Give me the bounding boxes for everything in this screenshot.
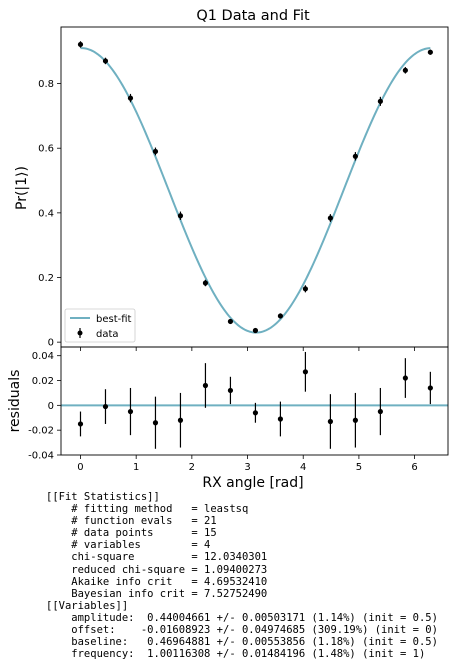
main-y-ticks: 0 0.2 0.4 0.6 0.8 <box>38 79 61 349</box>
residual-point <box>127 408 134 415</box>
residuals-x-tick-label: 5 <box>356 462 362 473</box>
residual-point <box>152 420 159 426</box>
data-point <box>377 98 383 104</box>
residual-point <box>427 385 433 391</box>
data-point <box>327 215 333 221</box>
main-y-tick-label: 0.8 <box>38 79 54 90</box>
legend: best-fit data <box>64 308 136 343</box>
data-point <box>127 95 134 101</box>
residual-point <box>102 403 109 410</box>
residuals-plot-frame <box>60 346 449 456</box>
main-y-tick-label: 0.4 <box>38 208 54 219</box>
legend-best-fit-label: best-fit <box>96 314 132 325</box>
legend-data-swatch-marker <box>77 330 83 336</box>
fit-report: [[Fit Statistics]] # fitting method = le… <box>46 491 438 661</box>
data-point <box>227 318 234 325</box>
data-point <box>252 327 259 334</box>
residuals-x-ticks: 0 1 2 3 4 5 6 <box>77 455 418 473</box>
residuals-y-tick-label: -0.02 <box>28 426 54 437</box>
residual-point <box>227 387 234 394</box>
residuals-y-tick-label: 0 <box>48 401 54 412</box>
residual-point <box>252 410 259 416</box>
main-plot-area <box>77 41 433 334</box>
data-point <box>77 41 84 48</box>
residuals-x-tick-label: 6 <box>411 462 417 473</box>
data-point <box>177 213 184 219</box>
data-point <box>202 280 209 286</box>
residual-point <box>402 375 408 381</box>
main-y-tick-label: 0.6 <box>38 144 54 155</box>
residual-point <box>202 382 209 389</box>
data-point <box>402 67 408 73</box>
main-x-ticks <box>80 347 415 351</box>
residuals-y-tick-label: -0.04 <box>28 451 54 462</box>
main-y-tick-label: 0 <box>48 338 54 349</box>
residual-point <box>327 418 333 425</box>
residuals-x-tick-label: 0 <box>77 462 83 473</box>
residuals-ylabel: residuals <box>7 370 23 433</box>
residuals-x-tick-label: 4 <box>300 462 306 473</box>
residuals-y-ticks: -0.04 -0.02 0 0.02 0.04 <box>28 351 61 462</box>
residual-point <box>177 417 184 423</box>
main-y-tick-label: 0.2 <box>38 273 54 284</box>
residual-point <box>77 421 84 427</box>
main-ylabel: Pr(|1⟩) <box>14 166 30 210</box>
data-point <box>277 313 284 319</box>
residuals-x-tick-label: 1 <box>133 462 139 473</box>
residual-point <box>377 408 383 415</box>
main-title: Q1 Data and Fit <box>196 8 310 24</box>
residual-point <box>277 416 284 422</box>
data-point <box>427 49 433 55</box>
residuals-y-tick-label: 0.04 <box>32 351 54 362</box>
data-point <box>102 58 109 64</box>
figure-background <box>0 0 463 490</box>
data-point <box>152 148 159 155</box>
residual-point <box>352 417 358 423</box>
residuals-x-tick-label: 2 <box>189 462 195 473</box>
residuals-y-tick-label: 0.02 <box>32 376 54 387</box>
figure: Q1 Data and Fit Pr(|1⟩) 0 0.2 0.4 0.6 0.8 be… <box>0 0 463 490</box>
residual-point <box>302 369 309 375</box>
residuals-xlabel: RX angle [rad] <box>202 475 303 490</box>
residuals-plot-area <box>61 351 448 449</box>
data-point <box>352 153 358 159</box>
legend-data-label: data <box>96 329 119 340</box>
data-point <box>302 286 309 292</box>
residuals-x-tick-label: 3 <box>244 462 250 473</box>
